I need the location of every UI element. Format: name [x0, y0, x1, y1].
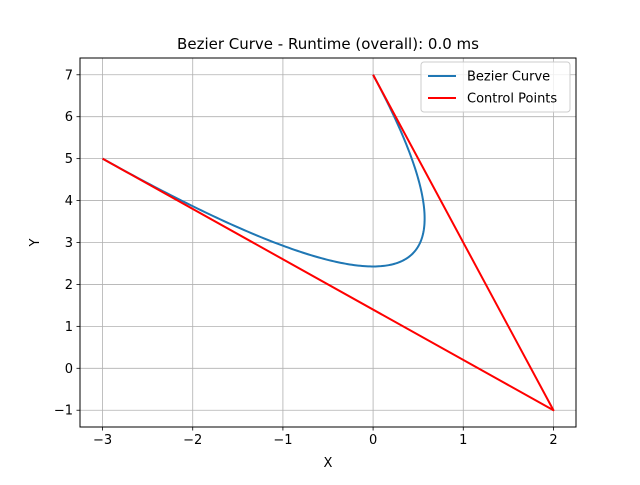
x-tick-label: 2 [549, 433, 557, 448]
series-bezier-curve [102, 74, 426, 268]
chart-title: Bezier Curve - Runtime (overall): 0.0 ms [177, 35, 479, 53]
plot-area [102, 74, 555, 412]
legend-label-bezier-curve: Bezier Curve [467, 70, 550, 85]
grid-lines [80, 58, 576, 427]
x-tick-label: −1 [273, 433, 292, 448]
y-tick-label: 7 [65, 68, 73, 83]
y-tick-label: 3 [65, 236, 73, 251]
series-control-points [102, 74, 555, 412]
legend-box [420, 61, 571, 113]
y-tick-label: 4 [65, 194, 73, 209]
x-axis-label: X [324, 456, 333, 471]
legend-label-control-points: Control Points [467, 92, 557, 107]
y-tick-label: 1 [65, 320, 73, 335]
x-tick-label: 1 [459, 433, 467, 448]
y-tick-label: 0 [65, 362, 73, 377]
y-tick-label: −1 [54, 404, 73, 419]
x-tick-label: 0 [369, 433, 377, 448]
x-tick-label: −3 [93, 433, 112, 448]
legend: Bezier Curve Control Points [420, 61, 571, 113]
y-tick-label: 5 [65, 152, 73, 167]
x-tick-label: −2 [183, 433, 202, 448]
y-axis-label: Y [28, 238, 43, 247]
y-tick-label: 6 [65, 110, 73, 125]
y-tick-label: 2 [65, 278, 73, 293]
axis-ticks: −3 −2 −1 0 1 2 −1 0 1 2 3 4 5 6 7 [54, 68, 558, 448]
